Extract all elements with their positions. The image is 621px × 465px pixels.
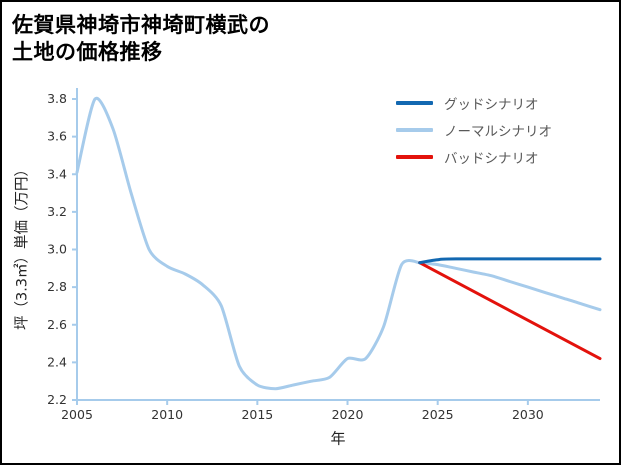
good-scenario-line-swatch [396,100,433,105]
svg-text:3.8: 3.8 [47,91,67,106]
good-scenario-line [418,257,602,265]
legend-item-good-scenario[interactable]: グッドシナリオ [396,94,552,113]
chart-title-line1: 佐賀県神埼市神埼町横武の [12,13,270,37]
legend-label-normal-scenario: ノーマルシナリオ [444,123,552,140]
y-axis-label: 坪（3.3㎡）単価（万円） [14,161,31,331]
price-history-line [75,96,422,391]
svg-text:3.6: 3.6 [47,129,67,144]
svg-text:2.8: 2.8 [47,279,67,294]
legend-label-good-scenario: グッドシナリオ [444,96,539,113]
normal-scenario-line-swatch [396,127,433,132]
legend-label-bad-scenario: バッドシナリオ [444,150,539,167]
svg-text:3.4: 3.4 [47,166,67,181]
chart-title-line2: 土地の価格推移 [12,40,163,65]
bad-scenario-line [418,261,602,361]
svg-text:2.6: 2.6 [47,317,67,332]
svg-text:2015: 2015 [241,407,273,422]
bad-scenario-line-swatch [396,154,433,159]
svg-text:2020: 2020 [332,407,364,422]
chart-title: 佐賀県神埼市神埼町横武の 土地の価格推移 [12,12,270,67]
x-axis-label: 年 [330,429,346,448]
legend-item-normal-scenario[interactable]: ノーマルシナリオ [396,121,552,140]
svg-text:3.2: 3.2 [47,204,67,219]
svg-text:2025: 2025 [422,407,454,422]
svg-text:2010: 2010 [151,407,183,422]
normal-scenario-line [418,261,602,312]
svg-text:2005: 2005 [61,407,93,422]
svg-text:2.2: 2.2 [47,392,67,407]
svg-text:2.4: 2.4 [47,354,67,369]
legend: グッドシナリオ ノーマルシナリオ バッドシナリオ [396,94,552,167]
legend-item-bad-scenario[interactable]: バッドシナリオ [396,148,552,167]
svg-text:2030: 2030 [512,407,544,422]
svg-text:3.0: 3.0 [47,242,67,257]
